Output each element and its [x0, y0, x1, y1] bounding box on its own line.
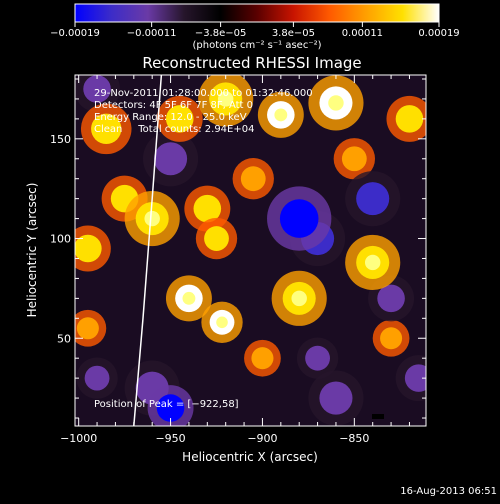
heatmap-blob-core	[144, 210, 160, 227]
y-axis-ticks: 50 100 150	[50, 78, 426, 419]
colorbar-tick-label: 3.8e−05	[272, 28, 315, 39]
heatmap-blob	[251, 347, 274, 370]
x-tick-label: −950	[155, 432, 185, 445]
heatmap-blob-core	[217, 91, 234, 107]
heatmap-blob	[404, 364, 426, 392]
x-axis-ticks: −1000 −950 −900 −850	[60, 75, 410, 445]
date-stamp: 16-Aug-2013 06:51	[400, 486, 497, 497]
annotation-peak-position: Position of Peak = [−922,58]	[94, 399, 239, 410]
heatmap-blob	[91, 113, 122, 145]
heatmap-blob-core	[216, 316, 228, 329]
y-axis-label: Heliocentric Y (arcsec)	[25, 183, 39, 318]
heatmap-blob	[395, 105, 424, 133]
annotation-clean-counts: Clean Total counts: 2.94E+04	[94, 124, 254, 135]
colorbar-tick-label: −0.00019	[50, 28, 100, 39]
colorbar-unit-label: (photons cm⁻² s⁻¹ asec⁻²)	[192, 40, 321, 51]
heatmap-blob	[156, 394, 185, 422]
x-tick-label: −900	[247, 432, 277, 445]
solar-limb-curve	[133, 75, 163, 426]
annotation-energy-range: Energy Range: 12.0 - 25.0 keV	[94, 112, 247, 123]
colorbar-tick-label: 0.00019	[418, 28, 459, 39]
annotation-detectors: Detectors: 4F 5F 6F 7F 8F, Att 0	[94, 100, 253, 111]
colorbar-tick-label: −3.8e−05	[195, 28, 247, 39]
x-tick-label: −850	[339, 432, 369, 445]
heatmap-blob	[193, 194, 222, 223]
heatmap-blob	[377, 284, 405, 313]
heatmap-blob-core	[182, 291, 196, 305]
colorbar-tick-label: 0.00011	[342, 28, 383, 39]
y-tick-label: 50	[57, 332, 71, 345]
heatmap-blob	[380, 327, 403, 350]
heatmap-blob	[319, 381, 353, 415]
plot-frame	[74, 74, 427, 427]
heatmap-blob	[341, 146, 367, 172]
colorbar-tick-label: −0.00011	[127, 28, 177, 39]
heatmap-blob	[204, 226, 229, 251]
heatmap-blob	[154, 142, 188, 176]
colorbar-ticks: −0.00019 −0.00011 −3.8e−05 3.8e−05 0.00011 0.…	[50, 22, 460, 39]
annotation-time-range: 29-Nov-2011 01:28:00.000 to 01:32:46.000	[94, 88, 313, 99]
heatmap-blob-core	[291, 290, 307, 307]
colorbar	[74, 3, 440, 23]
heatmap-blob	[83, 75, 111, 103]
x-tick-label: −1000	[60, 432, 97, 445]
heatmap-blob	[305, 345, 330, 371]
heatmap-image	[75, 75, 426, 426]
chart-title: Reconstructed RHESSI Image	[142, 54, 361, 72]
peak-marker	[372, 414, 385, 419]
heatmap-blob	[356, 182, 390, 216]
heatmap-blob	[84, 365, 110, 391]
heatmap-blob	[279, 199, 319, 238]
heatmap-blob-core	[328, 95, 344, 111]
heatmap-blob	[165, 105, 194, 133]
heatmap-blob-core	[364, 254, 381, 271]
heatmap-blob-core	[274, 108, 288, 122]
heatmap-blob	[240, 166, 266, 192]
y-tick-label: 150	[50, 133, 71, 146]
y-tick-label: 100	[50, 233, 71, 246]
heatmap-blob	[75, 234, 102, 263]
heatmap-blob	[76, 317, 99, 340]
x-axis-label: Heliocentric X (arcsec)	[182, 450, 318, 464]
